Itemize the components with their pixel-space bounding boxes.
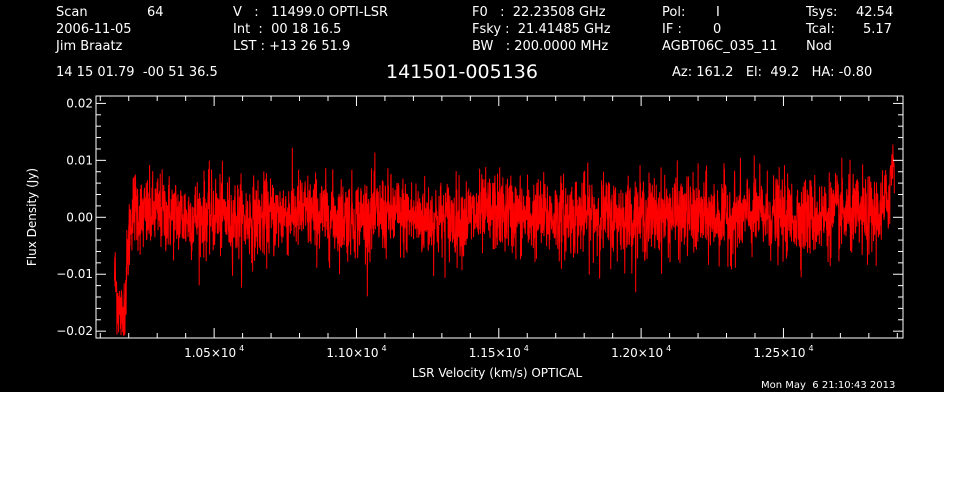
y-tick-label: 0.02	[66, 96, 93, 110]
procedure-name: Nod	[806, 39, 832, 54]
x-tick-exponent: 4	[524, 344, 529, 353]
y-tick-label: −0.01	[56, 267, 93, 281]
trace-layer	[114, 144, 895, 336]
pol-label: Pol:	[662, 5, 686, 20]
velocity-line: V : 11499.0 OPTI-LSR	[233, 5, 389, 20]
x-tick-exponent: 4	[381, 344, 386, 353]
project-id: AGBT06C_035_11	[662, 39, 778, 54]
integration-line: Int : 00 18 16.5	[233, 22, 342, 37]
x-tick-exponent: 4	[666, 344, 671, 353]
plot-timestamp: Mon May 6 21:10:43 2013	[761, 380, 896, 391]
fsky-line: Fsky : 21.41485 GHz	[472, 22, 611, 37]
if-label: IF :	[662, 22, 682, 37]
tick-label-layer: 1.05×10 4 1.10×10 4 1.15×10 4 1.20×10 4 1.25×10 4…	[56, 96, 813, 360]
source-coordinates: 14 15 01.79 -00 51 36.5	[56, 65, 218, 80]
x-tick-label: 1.10×10	[326, 346, 378, 360]
x-tick-label: 1.15×10	[469, 346, 521, 360]
x-tick-label: 1.05×10	[184, 346, 236, 360]
chart-title: 141501-005136	[386, 61, 538, 83]
pol-value: I	[716, 5, 720, 20]
lst-line: LST : +13 26 51.9	[233, 39, 351, 54]
tsys-value: 42.54	[856, 5, 894, 20]
spectrum-panel: Scan 64 2006-11-05 Jim Braatz V : 11499.…	[0, 0, 944, 392]
tsys-label: Tsys:	[806, 5, 838, 20]
observation-date: 2006-11-05	[56, 22, 132, 37]
x-tick-exponent: 4	[239, 344, 244, 353]
x-tick-exponent: 4	[808, 344, 813, 353]
observer-name: Jim Braatz	[56, 39, 123, 54]
x-tick-label: 1.20×10	[611, 346, 663, 360]
tcal-label: Tcal:	[806, 22, 835, 37]
y-tick-label: 0.00	[66, 210, 93, 224]
bandwidth-line: BW : 200.0000 MHz	[472, 39, 609, 54]
f0-line: F0 : 22.23508 GHz	[472, 5, 606, 20]
if-value: 0	[713, 22, 722, 37]
y-tick-label: −0.02	[56, 324, 93, 338]
x-tick-label: 1.25×10	[753, 346, 805, 360]
y-tick-label: 0.01	[66, 153, 93, 167]
x-axis-label: LSR Velocity (km/s) OPTICAL	[412, 366, 583, 380]
y-axis-label: Flux Density (Jy)	[25, 168, 39, 266]
scan-value: 64	[147, 5, 164, 20]
scan-label: Scan	[56, 5, 88, 20]
tcal-value: 5.17	[863, 22, 892, 37]
tick-layer	[96, 96, 903, 338]
az-el-ha: Az: 161.2 El: 49.2 HA: -0.80	[672, 65, 873, 80]
spectrum-trace	[114, 144, 895, 336]
spectrum-plot: 1.05×10 4 1.10×10 4 1.15×10 4 1.20×10 4 1.25×10 4…	[25, 95, 904, 380]
